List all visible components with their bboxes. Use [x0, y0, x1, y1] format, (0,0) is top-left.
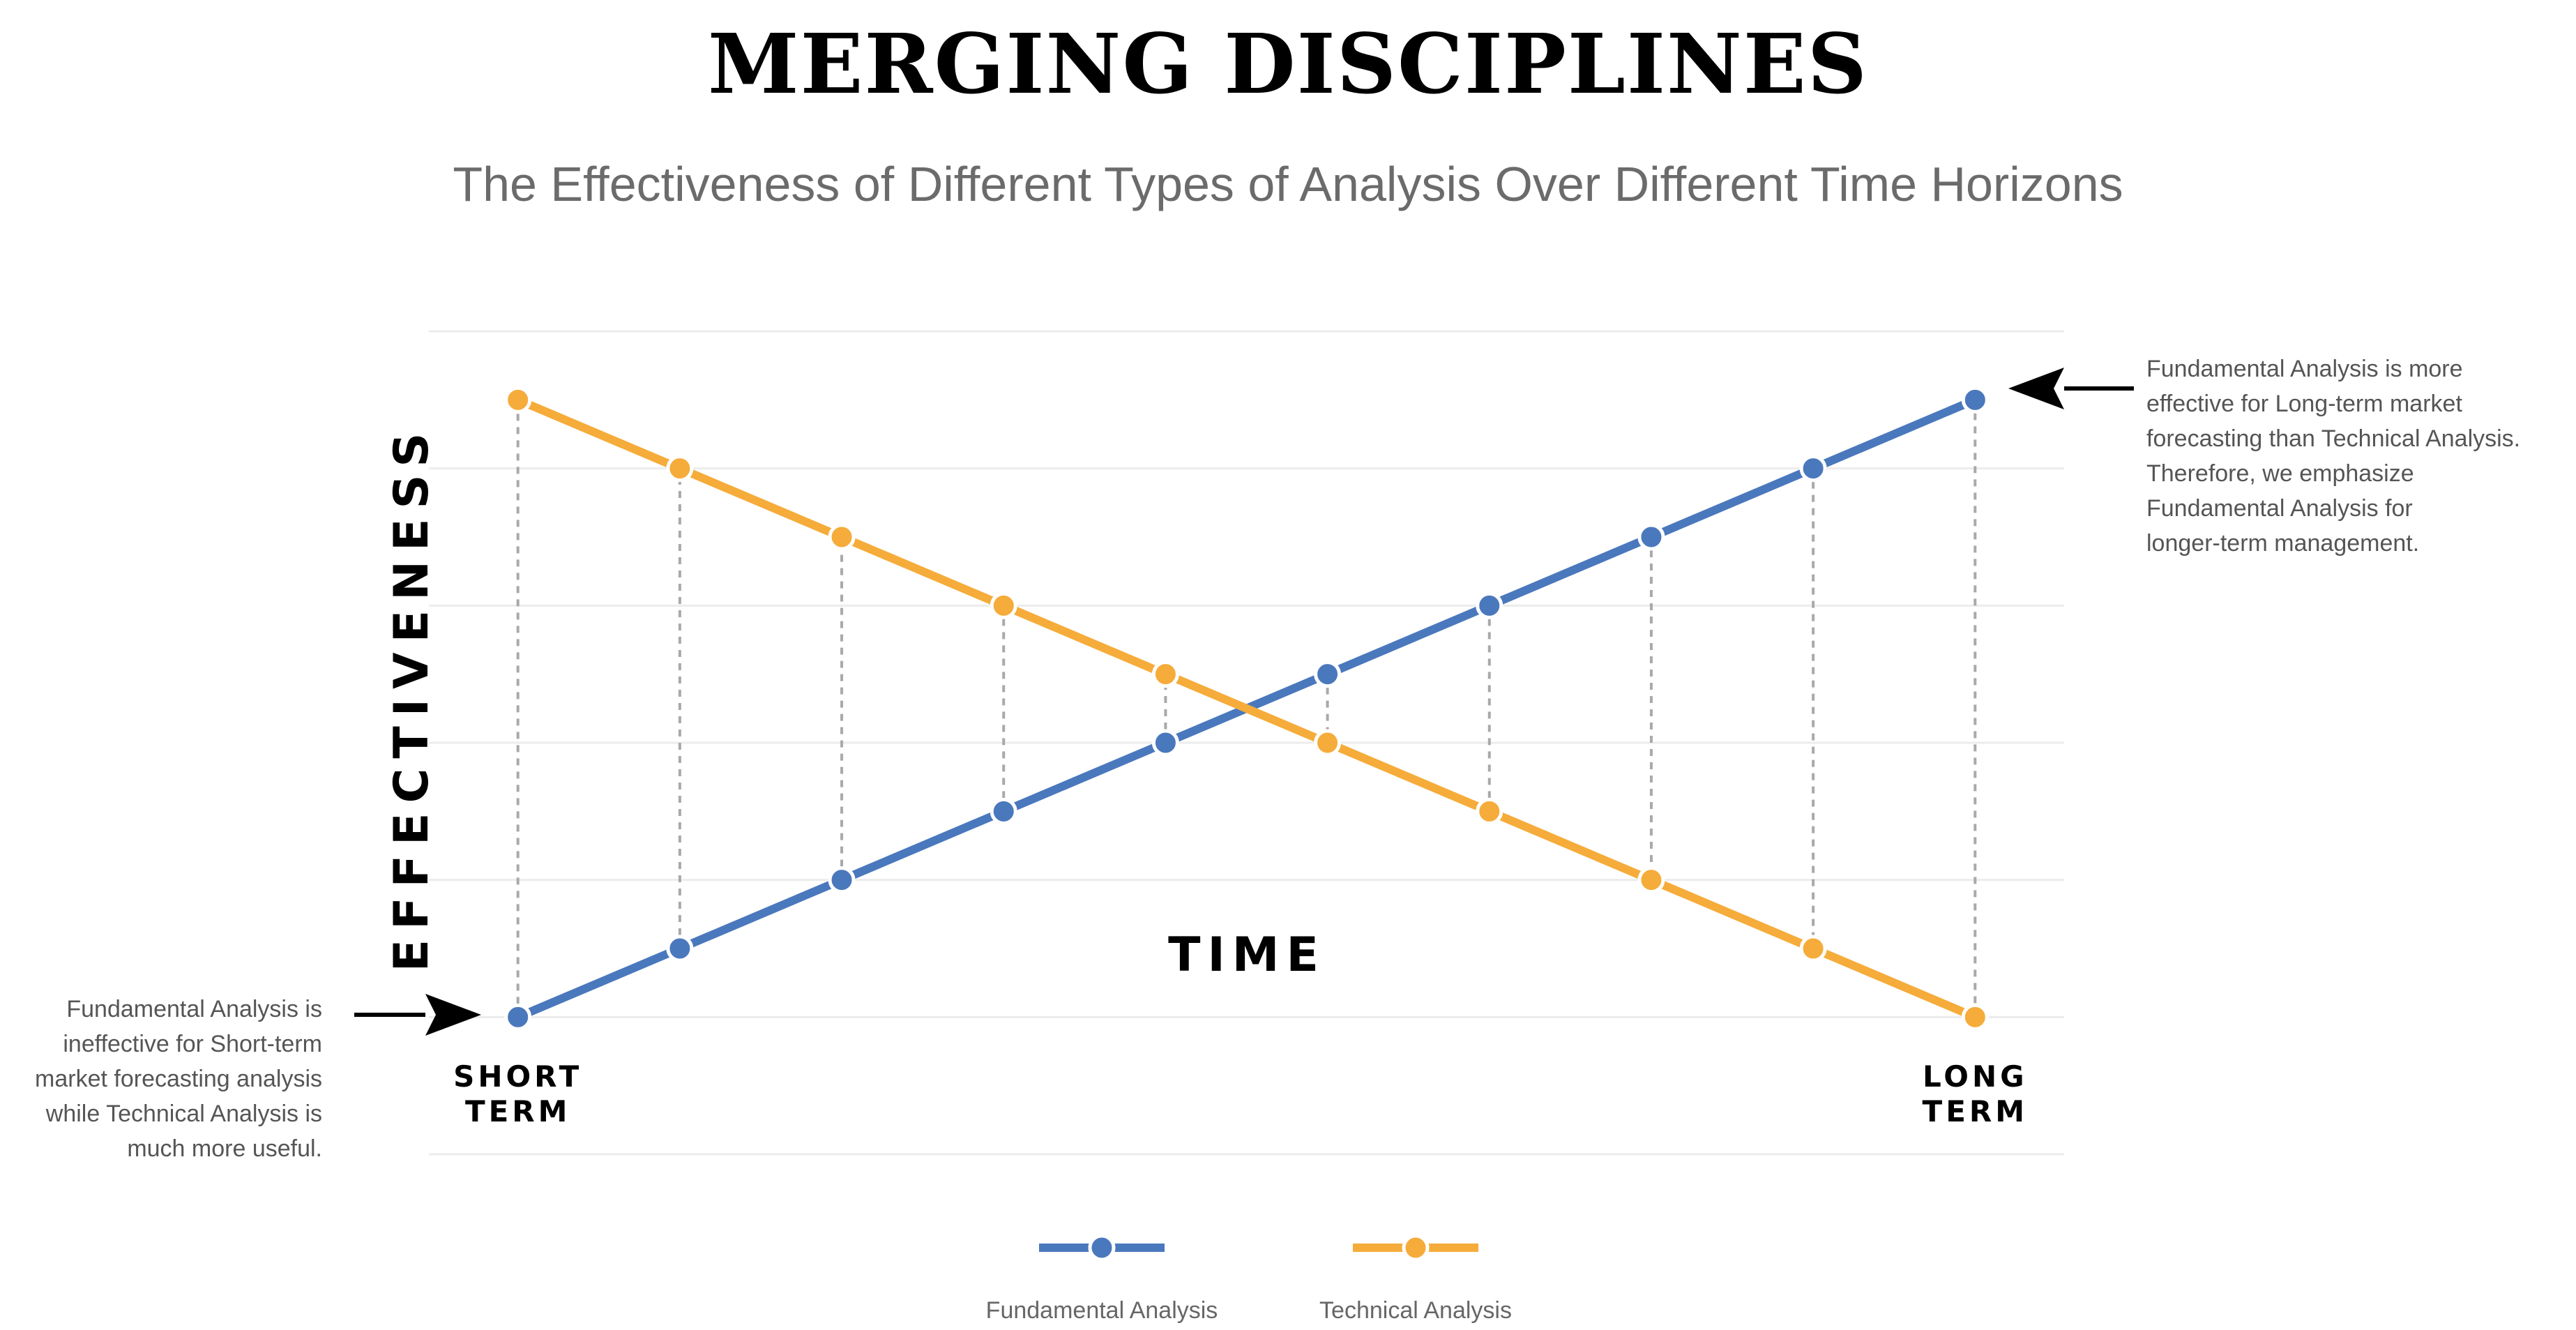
x-axis-label: TIME — [1168, 928, 1326, 983]
annotation-long-term: Fundamental Analysis is more effective f… — [2146, 352, 2576, 561]
data-point-technical — [1961, 1003, 1989, 1031]
y-axis-label: EFFECTIVENESS — [384, 423, 439, 972]
annotation-line: market forecasting analysis — [35, 1066, 322, 1092]
annotation-line: forecasting than Technical Analysis. — [2146, 425, 2521, 452]
data-point-technical — [1799, 935, 1827, 962]
data-point-fundamental — [828, 866, 856, 894]
data-point-fundamental — [1637, 523, 1665, 551]
annotation-line: longer-term management. — [2146, 530, 2420, 557]
data-point-technical — [666, 455, 694, 483]
data-point-fundamental — [1961, 386, 1989, 414]
x-tick-label: LONG — [1923, 1059, 2028, 1094]
chart-subtitle: The Effectiveness of Different Types of … — [453, 157, 2123, 211]
data-point-technical — [828, 523, 856, 551]
annotation-line: much more useful. — [127, 1135, 322, 1162]
data-point-technical — [990, 591, 1017, 619]
data-point-fundamental — [666, 935, 694, 962]
arrow-left-annotation — [354, 994, 481, 1036]
arrow-right-annotation — [2008, 368, 2134, 409]
annotation-line: Fundamental Analysis is more — [2146, 356, 2463, 382]
data-point-technical — [504, 386, 532, 414]
annotation-line: effective for Long-term market — [2146, 391, 2462, 417]
annotation-line: while Technical Analysis is — [45, 1101, 322, 1127]
annotation-line: Therefore, we emphasize — [2146, 460, 2414, 487]
x-tick-label: TERM — [1923, 1094, 2028, 1128]
x-tick-label: TERM — [465, 1094, 570, 1128]
data-point-technical — [1476, 797, 1503, 825]
annotation-line: Fundamental Analysis for — [2146, 495, 2413, 522]
data-point-fundamental — [990, 797, 1017, 825]
data-point-fundamental — [1476, 591, 1503, 619]
data-point-fundamental — [504, 1003, 532, 1031]
data-point-technical — [1151, 660, 1179, 688]
data-point-technical — [1314, 729, 1342, 757]
annotation-short-term: Fundamental Analysis is ineffective for … — [0, 992, 322, 1166]
data-point-fundamental — [1799, 455, 1827, 483]
series-line-technical — [513, 395, 1980, 1022]
legend-label-technical: Technical Analysis — [1319, 1297, 1512, 1324]
annotation-line: ineffective for Short-term — [63, 1031, 322, 1057]
data-point-fundamental — [1314, 660, 1342, 688]
x-tick-label: SHORT — [453, 1059, 582, 1094]
data-point-technical — [1637, 866, 1665, 894]
legend-swatch-fundamental-marker — [1088, 1234, 1116, 1262]
legend-label-fundamental: Fundamental Analysis — [985, 1297, 1218, 1324]
annotation-line: Fundamental Analysis is — [66, 996, 322, 1022]
chart-title: MERGING DISCIPLINES — [707, 15, 1869, 112]
data-point-fundamental — [1151, 729, 1179, 757]
legend-swatch-technical-marker — [1402, 1234, 1430, 1262]
